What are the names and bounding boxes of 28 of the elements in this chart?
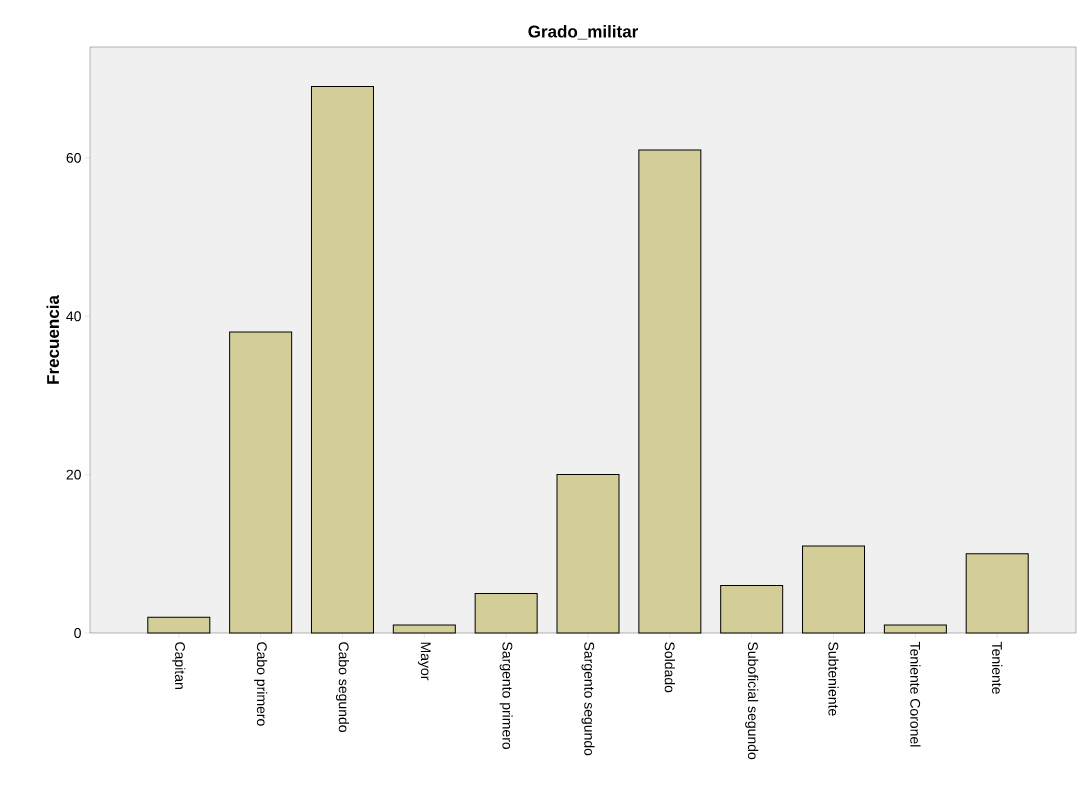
- bar: [147, 616, 211, 634]
- x-tick-label: Cabo segundo: [335, 642, 350, 732]
- y-tick-label: 60: [66, 152, 81, 163]
- bar: [638, 149, 702, 634]
- bar: [720, 584, 784, 634]
- x-tick-label: Sargento primero: [499, 642, 513, 750]
- bar: [802, 545, 866, 634]
- x-tick-label: Capitan: [172, 642, 186, 689]
- x-tick-label: Suboficial segundo: [745, 642, 759, 760]
- bar: [883, 624, 947, 634]
- bar: [556, 474, 620, 634]
- x-tick-label: Teniente: [992, 641, 1003, 694]
- y-axis-title: Frecuencia: [46, 295, 60, 384]
- x-tick-label: Teniente Coronel: [910, 641, 921, 747]
- chart-title: Grado_militar: [528, 25, 639, 40]
- bar: [474, 592, 538, 634]
- x-tick-label: Subteniente: [828, 642, 839, 716]
- x-tick-label: Sargento segundo: [581, 642, 595, 756]
- bar: [229, 331, 293, 634]
- x-tick-label: Mayor: [418, 642, 431, 681]
- y-tick-label: 20: [66, 469, 81, 480]
- y-tick-label: 0: [74, 628, 81, 638]
- x-tick-label: Soldado: [664, 642, 675, 693]
- bar: [965, 553, 1029, 634]
- x-tick-label: Cabo primero: [254, 642, 268, 726]
- bar: [310, 86, 374, 634]
- y-tick-label: 40: [66, 311, 81, 322]
- bar: [392, 624, 456, 634]
